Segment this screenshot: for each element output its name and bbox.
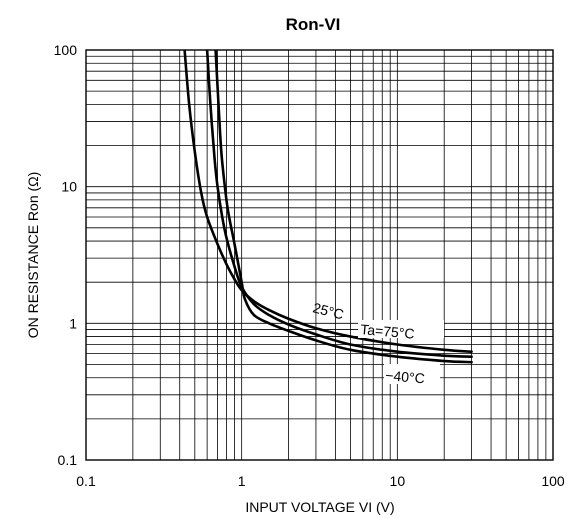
annotation-m40c: −40°C xyxy=(385,367,426,386)
chart-title: Ron-VI xyxy=(286,15,341,34)
x-axis-label: INPUT VOLTAGE VI (V) xyxy=(245,499,394,515)
annotation-ta75c: Ta=75°C xyxy=(360,321,415,342)
series-line-1 xyxy=(205,50,473,358)
y-tick-label: 10 xyxy=(61,179,77,195)
plot-frame xyxy=(85,49,554,461)
x-tick-label: 1 xyxy=(238,473,246,489)
annotation-m40c-bg xyxy=(384,364,440,384)
curves xyxy=(183,50,473,364)
x-tick-label: 10 xyxy=(390,473,406,489)
x-tick-label: 0.1 xyxy=(76,473,96,489)
annotation-25c: 25°C xyxy=(311,299,345,322)
y-tick-label: 1 xyxy=(69,315,77,331)
series-line-2 xyxy=(214,50,473,364)
tick-labels: 0.1 1 10 100 0.1 1 10 100 xyxy=(54,42,565,489)
y-tick-label: 0.1 xyxy=(58,452,78,468)
x-tick-label: 100 xyxy=(541,473,565,489)
y-tick-label: 100 xyxy=(54,42,78,58)
annotation-75c-bg xyxy=(358,320,444,338)
y-axis-label: ON RESISTANCE Ron (Ω) xyxy=(25,172,41,339)
grid xyxy=(85,50,553,461)
